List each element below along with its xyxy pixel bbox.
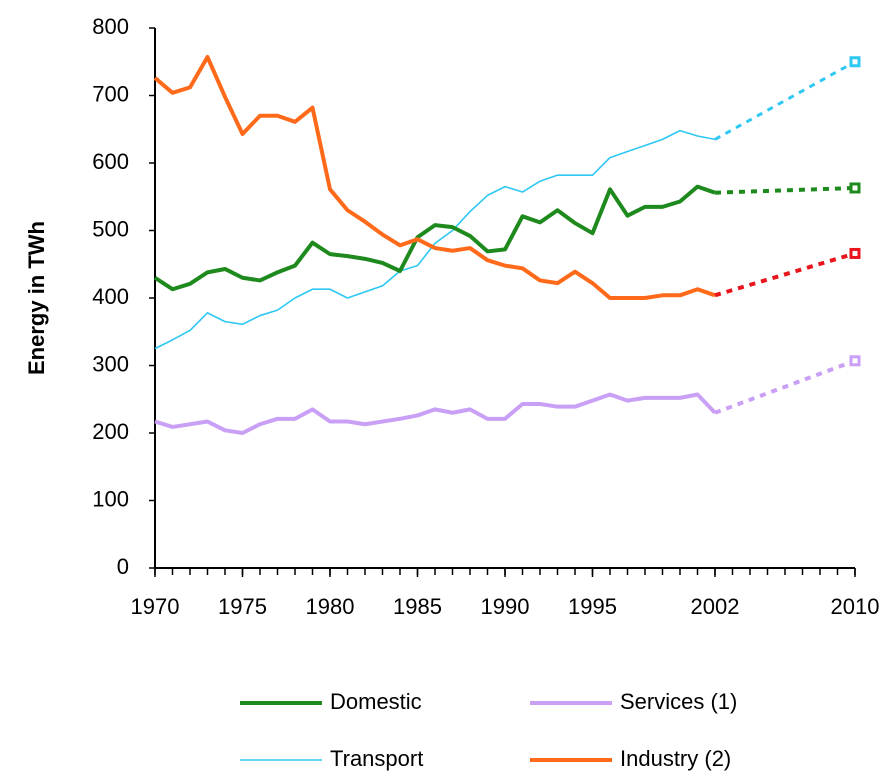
series-line — [153, 55, 716, 300]
y-tick-label: 600 — [92, 149, 129, 174]
projection-marker — [849, 247, 861, 259]
projection-line — [714, 60, 856, 141]
legend-label: Domestic — [330, 689, 422, 714]
y-tick-label: 400 — [92, 284, 129, 309]
projection-marker — [849, 355, 861, 367]
series-line — [154, 392, 717, 435]
projection-line — [714, 185, 856, 195]
y-tick-label: 500 — [92, 216, 129, 241]
y-tick-label: 700 — [92, 81, 129, 106]
legend-label: Industry (2) — [620, 746, 731, 771]
y-tick-label: 0 — [117, 554, 129, 579]
x-tick-label: 1995 — [568, 594, 617, 619]
x-tick-label: 2010 — [831, 594, 880, 619]
x-tick-label: 1985 — [393, 594, 442, 619]
legend-label: Services (1) — [620, 689, 737, 714]
projection-marker — [849, 56, 861, 68]
projection-marker — [849, 182, 861, 194]
y-axis-label: Energy in TWh — [24, 221, 49, 375]
x-tick-label: 2002 — [691, 594, 740, 619]
x-tick-label: 1970 — [131, 594, 180, 619]
projection-line — [714, 251, 856, 298]
x-tick-label: 1990 — [481, 594, 530, 619]
y-tick-label: 100 — [92, 486, 129, 511]
projection-line — [714, 358, 856, 415]
series-line — [153, 184, 716, 292]
x-tick-label: 1980 — [306, 594, 355, 619]
y-tick-label: 800 — [92, 14, 129, 39]
y-tick-label: 300 — [92, 351, 129, 376]
y-tick-label: 200 — [92, 419, 129, 444]
series-line — [154, 129, 716, 350]
x-tick-label: 1975 — [218, 594, 267, 619]
legend-label: Transport — [330, 746, 423, 771]
